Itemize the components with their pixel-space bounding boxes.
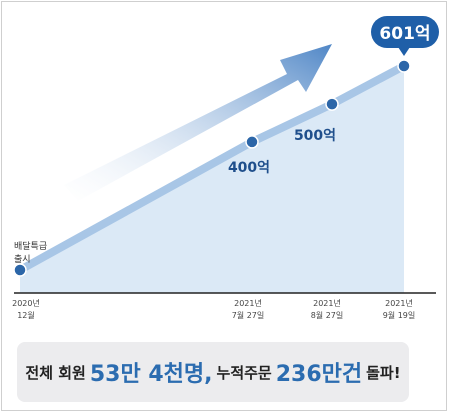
summary-banner: 전체 회원 53만 4천명, 누적주문 236만건 돌파! xyxy=(17,342,409,402)
series-line xyxy=(16,62,408,274)
summary-suffix: 돌파! xyxy=(366,363,401,382)
start-annotation-line-1: 출시 xyxy=(14,254,31,265)
x-tick-label-2-0: 2021년 xyxy=(313,298,341,308)
data-point-3 xyxy=(397,59,411,73)
x-tick-label-0-1: 12월 xyxy=(17,310,35,320)
x-tick-label-1-1: 7월 27일 xyxy=(232,310,265,320)
data-point-2 xyxy=(325,97,339,111)
summary-members: 53만 4천명, xyxy=(89,362,213,387)
trend-arrow-icon xyxy=(64,44,332,201)
summary-orders: 236만건 xyxy=(275,362,363,387)
data-label-3: 601억 xyxy=(379,24,430,44)
data-label-1: 400억 xyxy=(228,160,270,176)
x-tick-label-3-1: 9월 19일 xyxy=(383,310,416,320)
summary-middle: 누적주문 xyxy=(216,363,272,382)
area-fill xyxy=(20,66,404,293)
x-tick-label-0-0: 2020년 xyxy=(12,298,40,308)
x-tick-label-3-0: 2021년 xyxy=(385,298,413,308)
data-point-0 xyxy=(13,263,27,277)
data-label-2: 500억 xyxy=(294,128,336,144)
start-annotation-line-0: 배달특급 xyxy=(14,240,47,252)
data-point-1 xyxy=(245,135,259,149)
x-tick-label-1-0: 2021년 xyxy=(234,298,262,308)
value-badge-pointer xyxy=(398,47,410,56)
x-tick-label-2-1: 8월 27일 xyxy=(311,310,344,320)
value-badge xyxy=(371,16,439,48)
summary-prefix: 전체 회원 xyxy=(25,363,86,382)
